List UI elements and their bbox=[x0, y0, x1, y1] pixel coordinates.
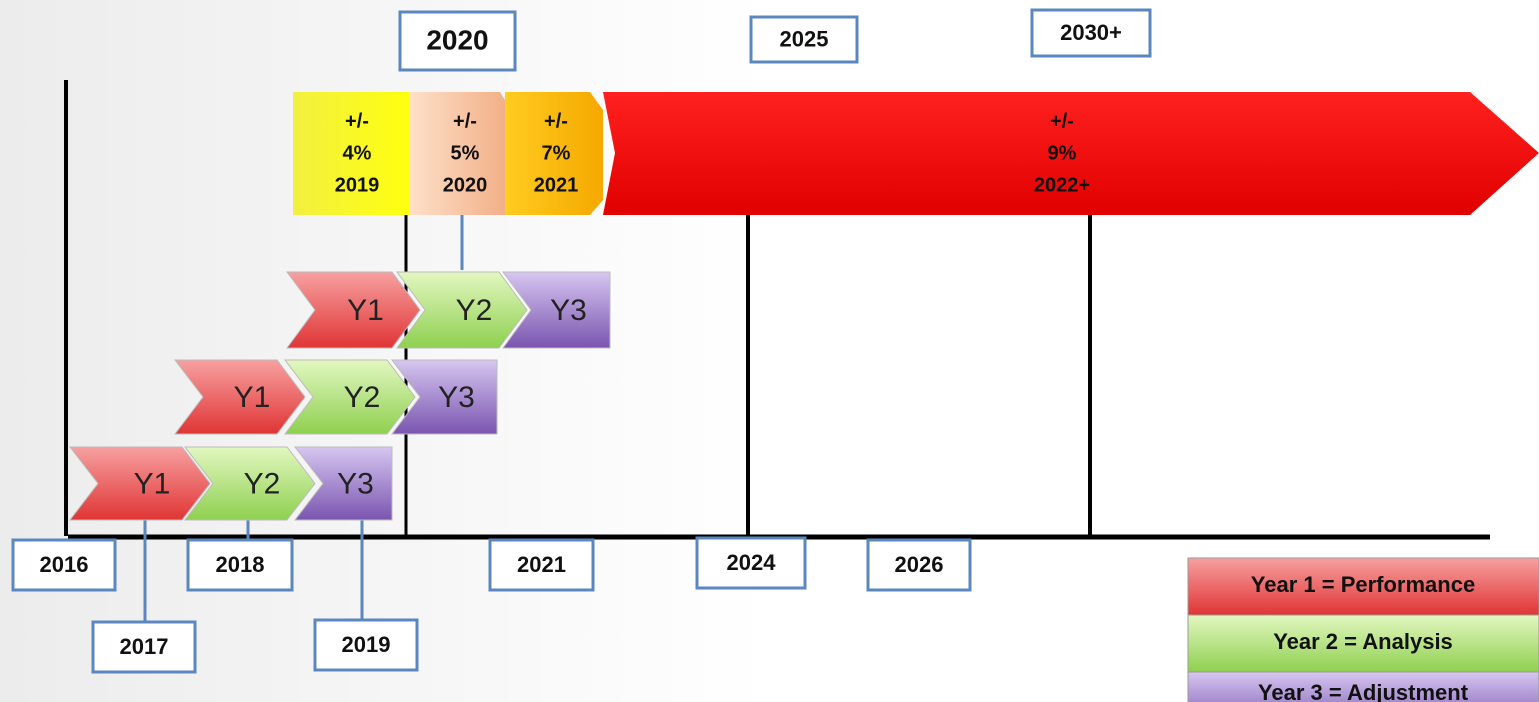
year-box bbox=[695, 536, 807, 590]
legend-swatch bbox=[1187, 671, 1539, 702]
year-box bbox=[91, 620, 197, 674]
connectors bbox=[143, 215, 464, 622]
legend-swatch bbox=[1187, 557, 1539, 616]
phase-chevron bbox=[396, 271, 528, 349]
year-box bbox=[488, 538, 595, 592]
band-label: 7% bbox=[542, 142, 571, 164]
phase-label: Y1 bbox=[234, 381, 271, 414]
band-label: +/- bbox=[453, 110, 477, 132]
band-label: 2022+ bbox=[1034, 174, 1090, 196]
year-label: 2026 bbox=[895, 552, 944, 577]
band-label: 9% bbox=[1048, 142, 1077, 164]
year-label: 2016 bbox=[40, 552, 89, 577]
phase-chevron bbox=[183, 446, 316, 521]
phase-label: Y3 bbox=[337, 467, 374, 500]
year-label: 2020 bbox=[426, 24, 488, 55]
year-label: 2024 bbox=[727, 550, 777, 575]
year-box bbox=[11, 538, 117, 592]
band-label: 2021 bbox=[534, 174, 579, 196]
year-box bbox=[866, 538, 972, 592]
year-label: 2021 bbox=[517, 552, 566, 577]
phase-label: Y1 bbox=[134, 467, 171, 500]
phase-label: Y2 bbox=[244, 467, 281, 500]
year-box bbox=[186, 538, 294, 592]
tolerance-band bbox=[410, 92, 505, 215]
phase-chevron bbox=[68, 446, 211, 521]
year-label: 2030+ bbox=[1060, 20, 1122, 45]
phase-chevron bbox=[283, 359, 416, 435]
band-label: 5% bbox=[451, 142, 480, 164]
band-label: 4% bbox=[343, 142, 372, 164]
phase-label: Y2 bbox=[344, 381, 381, 414]
tolerance-band bbox=[293, 92, 410, 215]
phase-chevron bbox=[502, 271, 611, 349]
legend-swatch bbox=[1187, 614, 1539, 673]
phase-chevron bbox=[390, 359, 498, 435]
year-box bbox=[398, 10, 517, 72]
phase-chevron bbox=[293, 446, 393, 521]
year-label: 2018 bbox=[216, 552, 265, 577]
band-label: 2019 bbox=[335, 174, 380, 196]
phase-label: Y2 bbox=[456, 294, 493, 327]
band-label: +/- bbox=[345, 110, 369, 132]
year-label: 2025 bbox=[780, 26, 829, 51]
year-label: 2019 bbox=[342, 632, 391, 657]
band-label: 2020 bbox=[443, 174, 488, 196]
phase-chevron bbox=[286, 271, 421, 349]
year-box bbox=[1030, 8, 1152, 58]
band-label: +/- bbox=[544, 110, 568, 132]
year-box bbox=[749, 15, 859, 64]
tolerance-band bbox=[603, 92, 1539, 215]
phase-chevron bbox=[173, 359, 306, 435]
phase-label: Y1 bbox=[347, 294, 384, 327]
phase-label: Y3 bbox=[438, 381, 475, 414]
band-label: +/- bbox=[1050, 110, 1074, 132]
tolerance-band bbox=[505, 92, 603, 215]
legend-label: Year 1 = Performance bbox=[1251, 572, 1475, 597]
legend-label: Year 2 = Analysis bbox=[1273, 629, 1453, 654]
year-box bbox=[313, 618, 419, 672]
phase-label: Y3 bbox=[550, 294, 587, 327]
year-label: 2017 bbox=[120, 634, 169, 659]
legend-label: Year 3 = Adjustment bbox=[1258, 680, 1469, 702]
